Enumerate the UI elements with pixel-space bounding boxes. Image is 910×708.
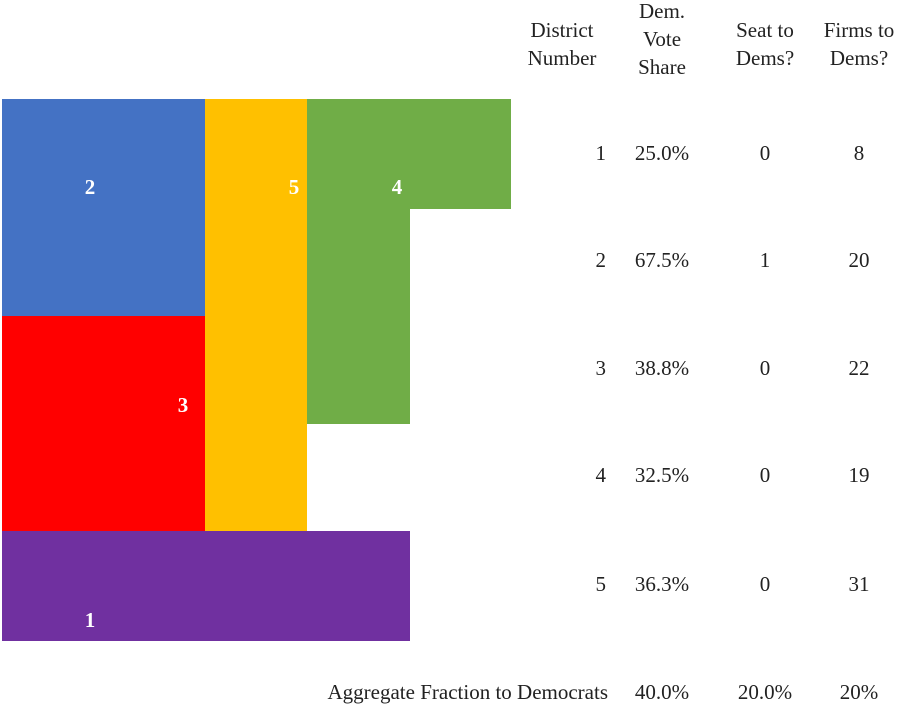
row-2-firms: 20 [848, 248, 870, 272]
header-line: Dems? [735, 46, 795, 70]
aggregate-share: 40.0% [634, 680, 690, 704]
row-2-seat: 1 [759, 248, 771, 272]
header-seat-to-dems: Seat to Dems? [719, 16, 811, 72]
header-firms-to-dems: Firms to Dems? [812, 16, 906, 72]
header-line: Share [638, 55, 686, 79]
header-dem-vote-share: Dem. Vote Share [622, 0, 702, 81]
header-line: District [530, 18, 594, 42]
district-4-label: 4 [391, 175, 403, 199]
header-line: Dem. [638, 0, 686, 23]
header-district-number: District Number [512, 16, 612, 72]
district-3-shape [2, 316, 205, 531]
aggregate-label: Aggregate Fraction to Democrats [327, 680, 609, 704]
row-3-firms: 22 [848, 356, 870, 380]
header-line: Number [527, 46, 597, 70]
row-4-share: 32.5% [634, 463, 690, 487]
header-line: Vote [642, 27, 682, 51]
district-4-shape [307, 99, 511, 424]
district-2-shape [2, 99, 205, 316]
header-line: Seat to [736, 18, 794, 42]
district-3-label: 3 [177, 393, 189, 417]
row-3-share: 38.8% [634, 356, 690, 380]
row-1-firms: 8 [853, 141, 865, 165]
row-4-seat: 0 [759, 463, 771, 487]
district-map [2, 99, 511, 641]
row-2-share: 67.5% [634, 248, 690, 272]
district-5-label: 5 [288, 175, 300, 199]
district-1-label: 1 [84, 608, 96, 632]
row-1-district: 1 [595, 141, 607, 165]
aggregate-seat: 20.0% [737, 680, 793, 704]
district-5-shape [205, 99, 307, 531]
row-1-share: 25.0% [634, 141, 690, 165]
row-3-district: 3 [595, 356, 607, 380]
header-line: Firms to [823, 18, 895, 42]
row-5-seat: 0 [759, 572, 771, 596]
row-2-district: 2 [595, 248, 607, 272]
row-1-seat: 0 [759, 141, 771, 165]
row-4-firms: 19 [848, 463, 870, 487]
row-5-district: 5 [595, 572, 607, 596]
district-2-label: 2 [84, 175, 96, 199]
row-3-seat: 0 [759, 356, 771, 380]
row-4-district: 4 [595, 463, 607, 487]
row-5-firms: 31 [848, 572, 870, 596]
row-5-share: 36.3% [634, 572, 690, 596]
district-1-shape [2, 531, 410, 641]
aggregate-firms: 20% [839, 680, 879, 704]
header-line: Dems? [829, 46, 889, 70]
